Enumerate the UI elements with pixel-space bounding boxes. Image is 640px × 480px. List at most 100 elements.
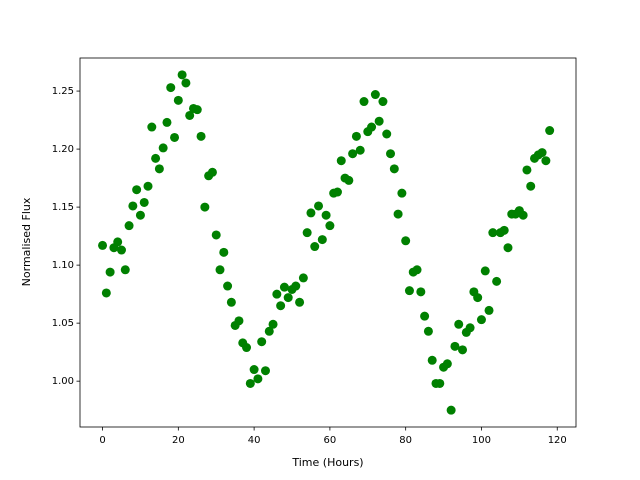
point <box>476 315 486 325</box>
point <box>423 326 433 336</box>
point <box>404 286 414 296</box>
point <box>223 281 233 291</box>
point <box>158 143 168 153</box>
point <box>124 221 134 231</box>
point <box>458 345 468 355</box>
point <box>442 359 452 369</box>
point <box>135 210 145 220</box>
point <box>314 201 324 211</box>
point <box>325 221 335 231</box>
point <box>355 145 365 155</box>
x-tick-label: 80 <box>399 435 412 446</box>
point <box>378 97 388 107</box>
point <box>253 374 263 384</box>
point <box>162 117 172 127</box>
point <box>200 202 210 212</box>
point <box>185 110 195 120</box>
point <box>249 365 259 375</box>
point <box>196 131 206 141</box>
x-tick-label: 120 <box>548 435 567 446</box>
point <box>310 242 320 252</box>
point <box>473 293 483 303</box>
point <box>98 240 108 250</box>
y-axis-label: Normalised Flux <box>20 197 33 286</box>
point <box>435 378 445 388</box>
point <box>291 281 301 291</box>
point <box>170 132 180 142</box>
point <box>367 122 377 132</box>
point <box>151 153 161 163</box>
point <box>321 210 331 220</box>
point <box>420 311 430 321</box>
point <box>234 316 244 326</box>
point <box>537 148 547 158</box>
y-tick-label: 1.10 <box>52 260 74 271</box>
point <box>101 288 111 298</box>
point <box>492 276 502 286</box>
point <box>518 210 528 220</box>
point <box>503 243 513 253</box>
point <box>166 83 176 93</box>
point <box>393 209 403 219</box>
point <box>389 164 399 174</box>
point <box>283 293 293 303</box>
y-tick-label: 1.20 <box>52 144 74 155</box>
point <box>401 236 411 246</box>
point <box>359 97 369 107</box>
point <box>480 266 490 276</box>
point <box>427 355 437 365</box>
point <box>245 378 255 388</box>
point <box>257 337 267 347</box>
point <box>317 235 327 245</box>
point <box>207 167 217 177</box>
point <box>181 78 191 88</box>
point <box>397 188 407 198</box>
x-tick-label: 100 <box>472 435 491 446</box>
point <box>351 131 361 141</box>
point <box>105 267 115 277</box>
x-tick-label: 60 <box>324 435 337 446</box>
point <box>132 185 142 195</box>
point <box>522 165 532 175</box>
point <box>541 156 551 166</box>
x-tick-label: 0 <box>99 435 105 446</box>
point <box>386 149 396 159</box>
y-tick-label: 1.15 <box>52 202 74 213</box>
y-tick-label: 1.25 <box>52 86 74 97</box>
point <box>302 228 312 238</box>
point <box>264 326 274 336</box>
point <box>219 247 229 257</box>
point <box>526 181 536 191</box>
point <box>215 265 225 275</box>
point <box>192 105 202 115</box>
point <box>416 287 426 297</box>
point <box>545 126 555 136</box>
point <box>450 341 460 351</box>
point <box>276 301 286 311</box>
point <box>446 405 456 415</box>
point <box>336 156 346 166</box>
point <box>120 265 130 275</box>
point <box>332 187 342 197</box>
x-tick-label: 20 <box>172 435 185 446</box>
point <box>143 181 153 191</box>
axes-frame <box>79 57 577 428</box>
x-tick-label: 40 <box>248 435 261 446</box>
point <box>344 175 354 185</box>
x-axis-label: Time (Hours) <box>291 456 363 469</box>
point <box>128 201 138 211</box>
point <box>298 273 308 283</box>
point <box>139 197 149 207</box>
point <box>268 319 278 329</box>
point <box>374 116 384 126</box>
point <box>465 323 475 333</box>
point <box>147 122 157 132</box>
point <box>484 305 494 315</box>
point <box>412 265 422 275</box>
point <box>260 366 270 376</box>
point <box>113 237 123 247</box>
point <box>211 230 221 240</box>
point <box>370 90 380 100</box>
